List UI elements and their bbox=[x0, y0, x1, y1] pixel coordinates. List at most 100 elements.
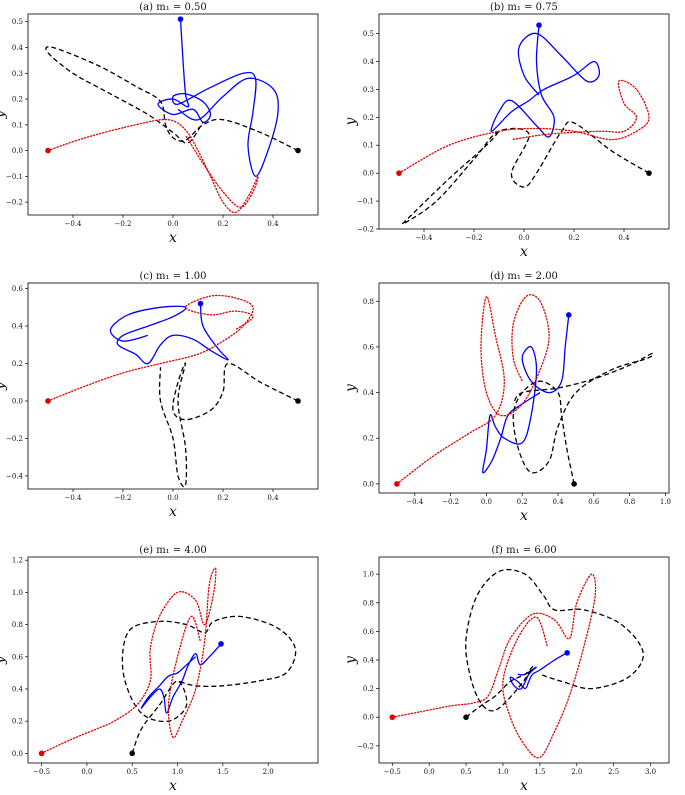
y-tick-label: 0.2 bbox=[12, 718, 23, 726]
y-tick-label: −0.2 bbox=[357, 742, 374, 750]
y-tick-label: 0.4 bbox=[363, 58, 375, 66]
x-tick-label: −0.2 bbox=[115, 220, 132, 228]
y-tick-label: 0.2 bbox=[363, 685, 374, 693]
x-tick-label: 1.0 bbox=[172, 768, 183, 776]
x-tick-label: 0.4 bbox=[552, 498, 564, 506]
plot-area bbox=[394, 294, 654, 487]
y-tick-label: 0.5 bbox=[363, 30, 374, 38]
axes-frame bbox=[27, 556, 319, 764]
start-point-2 bbox=[571, 481, 577, 487]
y-tick-label: 0.0 bbox=[12, 750, 23, 758]
x-tick-label: −0.5 bbox=[384, 768, 401, 776]
x-tick-label: −0.2 bbox=[115, 494, 132, 502]
y-axis-label: y bbox=[343, 116, 359, 126]
start-point-2 bbox=[646, 170, 652, 176]
x-tick-label: 1.0 bbox=[660, 498, 671, 506]
y-tick-label: 0.6 bbox=[12, 653, 24, 661]
start-point-1 bbox=[218, 641, 224, 647]
panel-title: (a) m₁ = 0.50 bbox=[139, 2, 206, 13]
start-point-1 bbox=[177, 16, 184, 22]
x-tick-label: 0.4 bbox=[267, 494, 279, 502]
x-tick-label: 0.8 bbox=[624, 498, 635, 506]
y-tick-label: 0.4 bbox=[12, 685, 24, 693]
plot-area bbox=[396, 22, 652, 225]
y-tick-label: 0.0 bbox=[12, 147, 23, 155]
panel-4: −0.4 −0.2 0.0 0.2 0.4 0.6 0.8 1.0 0.0 0.2 0.4 0.6 0.… bbox=[343, 271, 671, 524]
y-tick-label: 0.2 bbox=[363, 114, 374, 122]
x-tick-label: 0.6 bbox=[588, 498, 600, 506]
x-tick-label: −0.4 bbox=[65, 494, 83, 502]
start-point-2 bbox=[295, 147, 301, 154]
series-line-3 bbox=[396, 294, 550, 485]
x-tick-label: 1.0 bbox=[497, 768, 508, 776]
panel-1: −0.4 −0.2 0.0 0.2 0.4 −0.2 −0.1 0.0 0.1 0.2 0.3 0.4… bbox=[0, 2, 319, 246]
axes-frame bbox=[378, 282, 670, 494]
plot-area bbox=[389, 568, 644, 759]
axes-frame bbox=[378, 556, 670, 764]
x-tick-label: −0.5 bbox=[33, 768, 50, 776]
start-point-3 bbox=[389, 714, 396, 721]
series-line-1 bbox=[490, 25, 601, 138]
series-line-2 bbox=[512, 352, 654, 485]
y-axis-label: y bbox=[343, 383, 359, 393]
x-tick-label: 0.5 bbox=[461, 768, 472, 776]
start-point-2 bbox=[463, 714, 469, 721]
y-tick-label: −0.4 bbox=[6, 472, 24, 480]
x-tick-label: 0.0 bbox=[424, 768, 435, 776]
x-tick-label: 2.0 bbox=[263, 768, 274, 776]
start-point-3 bbox=[38, 750, 45, 757]
series-line-2 bbox=[401, 120, 650, 225]
x-tick-label: −0.4 bbox=[65, 220, 83, 228]
start-point-2 bbox=[129, 750, 136, 757]
y-tick-label: 0.6 bbox=[363, 343, 375, 351]
y-tick-label: −0.1 bbox=[6, 173, 23, 181]
axes-frame bbox=[27, 282, 319, 490]
x-tick-label: 2.0 bbox=[571, 768, 582, 776]
y-tick-label: 0.8 bbox=[363, 298, 374, 306]
series-line-1 bbox=[109, 303, 229, 365]
series-line-3 bbox=[398, 79, 650, 174]
series-line-1 bbox=[509, 652, 568, 690]
y-tick-label: 0.8 bbox=[12, 621, 23, 629]
y-tick-label: 0.2 bbox=[12, 360, 23, 368]
x-tick-label: 0.5 bbox=[127, 768, 138, 776]
panel-5: −0.5 0.0 0.5 1.0 1.5 2.0 0.0 0.2 0.4 0.6 0.8 1.0 1.2… bbox=[0, 545, 319, 794]
x-tick-label: 0.0 bbox=[81, 768, 92, 776]
x-tick-label: 0.0 bbox=[167, 220, 178, 228]
y-tick-label: 0.3 bbox=[363, 86, 374, 94]
series-line-1 bbox=[481, 314, 570, 474]
start-point-3 bbox=[394, 481, 400, 487]
series-line-3 bbox=[40, 567, 217, 754]
series-line-3 bbox=[47, 294, 254, 402]
x-tick-label: 0.2 bbox=[568, 234, 579, 242]
series-line-2 bbox=[45, 46, 299, 152]
x-tick-label: 0.0 bbox=[518, 234, 529, 242]
plot-area bbox=[45, 294, 301, 488]
start-point-1 bbox=[565, 312, 572, 318]
plot-area bbox=[38, 567, 297, 757]
series-line-1 bbox=[157, 19, 279, 177]
x-tick-label: −0.4 bbox=[416, 234, 434, 242]
y-axis-label: y bbox=[0, 381, 8, 391]
x-tick-label: 1.5 bbox=[534, 768, 545, 776]
start-point-2 bbox=[295, 398, 301, 404]
y-tick-label: 0.6 bbox=[12, 285, 24, 293]
y-tick-label: −0.2 bbox=[6, 199, 23, 207]
start-point-3 bbox=[396, 170, 402, 176]
x-tick-label: −0.2 bbox=[466, 234, 483, 242]
y-tick-label: 0.3 bbox=[12, 70, 23, 78]
panel-6: −0.5 0.0 0.5 1.0 1.5 2.0 2.5 3.0 −0.2 0.0 0.2 0.4 0.… bbox=[343, 545, 670, 794]
series-line-2 bbox=[121, 615, 297, 754]
x-axis-label: x bbox=[520, 244, 528, 260]
y-tick-label: 0.1 bbox=[363, 142, 374, 150]
series-line-2 bbox=[465, 568, 644, 718]
y-tick-label: 0.0 bbox=[12, 397, 23, 405]
start-point-3 bbox=[45, 398, 51, 404]
start-point-1 bbox=[564, 650, 570, 656]
x-axis-label: x bbox=[169, 504, 177, 520]
y-axis-label: y bbox=[0, 109, 8, 119]
x-tick-label: 0.2 bbox=[217, 494, 228, 502]
panel-title: (f) m₁ = 6.00 bbox=[491, 545, 556, 556]
y-tick-label: 0.0 bbox=[363, 170, 374, 178]
